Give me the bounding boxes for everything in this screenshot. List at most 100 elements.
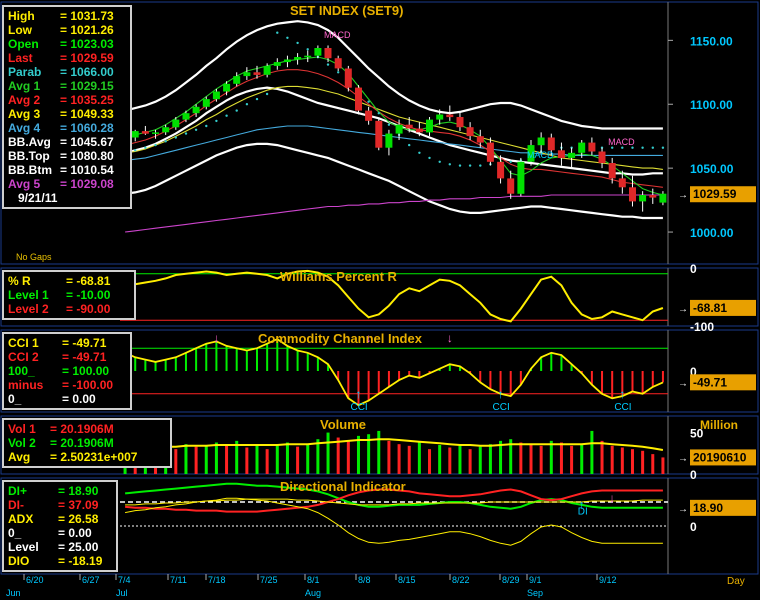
avg2-line bbox=[124, 69, 663, 188]
legend-equals: = bbox=[60, 93, 71, 107]
legend-row: Level 1 = -10.00 bbox=[8, 288, 130, 302]
legend-equals: = bbox=[60, 149, 71, 163]
cci-signal-arrow: ↑ bbox=[355, 387, 361, 401]
candle bbox=[659, 193, 667, 203]
candle bbox=[233, 76, 241, 84]
panel-frame-0 bbox=[0, 1, 759, 265]
price-last-value-box bbox=[690, 186, 756, 203]
parab-point bbox=[286, 36, 289, 39]
legend-value: 100.00 bbox=[72, 364, 110, 378]
parab-point bbox=[337, 71, 340, 74]
dio-line bbox=[125, 497, 663, 546]
volume-tick-label-1: 50 bbox=[690, 427, 704, 441]
adx-line bbox=[125, 498, 663, 506]
legend-equals: = bbox=[58, 526, 69, 540]
parab-point bbox=[205, 124, 208, 128]
candle bbox=[568, 152, 576, 158]
legend-label: ADX bbox=[8, 512, 34, 526]
candle bbox=[202, 99, 210, 107]
cci-signal-arrow: ↑ bbox=[498, 387, 504, 401]
legend-row: CCI 2 = -49.71 bbox=[8, 350, 126, 364]
candle bbox=[365, 110, 373, 121]
legend-label: Avg 3 bbox=[8, 107, 41, 121]
candle bbox=[537, 137, 545, 146]
parab-point bbox=[164, 140, 167, 143]
legend-value: -90.00 bbox=[76, 302, 111, 316]
parab-point bbox=[194, 128, 198, 131]
candle bbox=[243, 72, 251, 77]
parab-point bbox=[306, 48, 309, 51]
legend-label: Vol 2 bbox=[8, 436, 36, 450]
parab-point bbox=[255, 97, 259, 101]
legend-value: -100.00 bbox=[72, 378, 114, 392]
parab-point bbox=[641, 146, 644, 149]
price-last-value-arrow: → bbox=[678, 190, 688, 201]
parab-point bbox=[235, 109, 238, 112]
candle bbox=[385, 133, 393, 148]
legend-value: 1029.08 bbox=[70, 177, 114, 191]
candle bbox=[486, 142, 494, 162]
candle bbox=[608, 163, 616, 179]
price-note: No Gaps bbox=[16, 252, 52, 262]
parab-point bbox=[367, 100, 370, 103]
price-last-value: 1029.59 bbox=[693, 187, 737, 201]
legend-value: -68.81 bbox=[76, 274, 111, 288]
legend-value: 1045.67 bbox=[70, 135, 114, 149]
cci-signal-arrow: ↑ bbox=[619, 387, 625, 401]
cci-last-value: -49.71 bbox=[693, 375, 727, 389]
legend-value: 1010.54 bbox=[70, 163, 114, 177]
price-tick-label-2: 1100.00 bbox=[690, 98, 733, 112]
candle bbox=[629, 187, 636, 202]
x-tick-label-6: 8/1 bbox=[307, 575, 320, 585]
legend-equals: = bbox=[66, 288, 77, 302]
candle bbox=[263, 65, 271, 75]
legend-value: 37.09 bbox=[68, 498, 99, 512]
legend-row: Parab = 1066.00 bbox=[8, 65, 126, 79]
legend-label: Avg 1 bbox=[8, 79, 41, 93]
candle bbox=[415, 128, 423, 133]
legend-value: 1035.25 bbox=[70, 93, 114, 107]
macd-annotation: MACD bbox=[608, 137, 635, 147]
legend-row: High = 1031.73 bbox=[8, 9, 126, 23]
legend-label: BB.Avg bbox=[8, 135, 51, 149]
legend-value: -49.71 bbox=[72, 350, 107, 364]
legend-value: -18.19 bbox=[68, 554, 103, 568]
cci-signal-down-arrow: ↓ bbox=[213, 331, 219, 345]
candle bbox=[527, 145, 535, 162]
legend-row: Open = 1023.03 bbox=[8, 37, 126, 51]
williams-title: Williams Percent R bbox=[280, 269, 398, 284]
cci-last-value-arrow: → bbox=[678, 378, 688, 389]
di-minus-line bbox=[125, 488, 663, 513]
candle bbox=[294, 57, 302, 60]
legend-row: Avg 4 = 1060.28 bbox=[8, 121, 126, 135]
legend-row: BB.Btm = 1010.54 bbox=[8, 163, 126, 177]
legend-value: 1066.00 bbox=[70, 65, 114, 79]
legend-equals: = bbox=[62, 350, 73, 364]
legend-label: Parab bbox=[8, 65, 42, 79]
candle bbox=[314, 48, 322, 56]
x-tick-label-2: 7/4 bbox=[118, 575, 131, 585]
legend-value: 1031.73 bbox=[70, 9, 114, 23]
legend-label: CCI 1 bbox=[8, 336, 39, 350]
legend-value: 0.00 bbox=[68, 526, 92, 540]
legend-label: DIO bbox=[8, 554, 30, 568]
x-tick-label-3: 7/11 bbox=[170, 575, 187, 585]
legend-equals: = bbox=[60, 177, 71, 191]
candle bbox=[639, 195, 647, 202]
parab-point bbox=[408, 143, 411, 147]
x-unit-label: Day bbox=[727, 576, 745, 587]
x-month-label-0: Jun bbox=[6, 588, 21, 598]
legend-label: 100_ bbox=[8, 364, 35, 378]
macd-annotation: MACD bbox=[527, 150, 554, 160]
legend-row: Level = 25.00 bbox=[8, 540, 112, 554]
parab-point bbox=[458, 164, 462, 167]
candle bbox=[334, 58, 342, 69]
legend-row: DI- = 37.09 bbox=[8, 498, 112, 512]
legend-label: Level bbox=[8, 540, 39, 554]
legend-label: Avg 4 bbox=[8, 121, 41, 135]
di-annotation: DI bbox=[578, 506, 588, 517]
legend-label: Avg bbox=[8, 450, 31, 464]
legend-row: % R = -68.81 bbox=[8, 274, 130, 288]
bb-top-line bbox=[124, 20, 663, 130]
williams-last-value-arrow: → bbox=[678, 304, 688, 315]
